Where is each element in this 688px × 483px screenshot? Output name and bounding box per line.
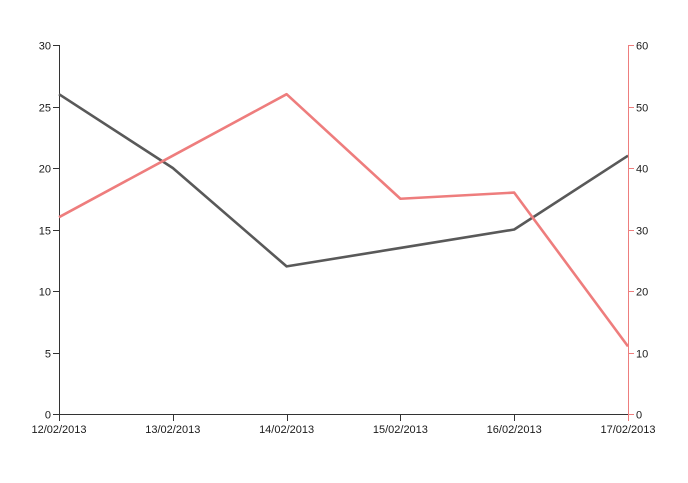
x-axis-tick-label: 15/02/2013 — [373, 424, 428, 436]
x-axis-tick-label: 16/02/2013 — [487, 424, 542, 436]
x-axis-tick-label: 17/02/2013 — [600, 424, 655, 436]
y-axis-right-tick-label: 10 — [636, 349, 648, 361]
y-axis-left-tick-label: 20 — [39, 164, 51, 176]
y-axis-right-tick-label: 40 — [636, 164, 648, 176]
y-axis-left-tick-label: 15 — [39, 226, 51, 238]
y-axis-right-tick-label: 50 — [636, 103, 648, 115]
y-axis-left-tick-label: 0 — [45, 410, 51, 422]
y-axis-left-tick-label: 5 — [45, 349, 51, 361]
series-red-line — [58, 92, 630, 348]
y-axis-right-tick-label: 60 — [636, 41, 648, 53]
x-axis-tick-label: 14/02/2013 — [259, 424, 314, 436]
y-axis-left-tick-label: 30 — [39, 41, 51, 53]
series-gray-line — [58, 93, 629, 268]
x-axis-tick-label: 13/02/2013 — [145, 424, 200, 436]
y-axis-right-tick-label: 20 — [636, 287, 648, 299]
y-axis-left-tick-label: 25 — [39, 103, 51, 115]
y-axis-right-tick-label: 30 — [636, 226, 648, 238]
x-axis-tick-label: 12/02/2013 — [31, 424, 86, 436]
y-axis-left-tick-label: 10 — [39, 287, 51, 299]
y-axis-right-tick-label: 0 — [636, 410, 642, 422]
